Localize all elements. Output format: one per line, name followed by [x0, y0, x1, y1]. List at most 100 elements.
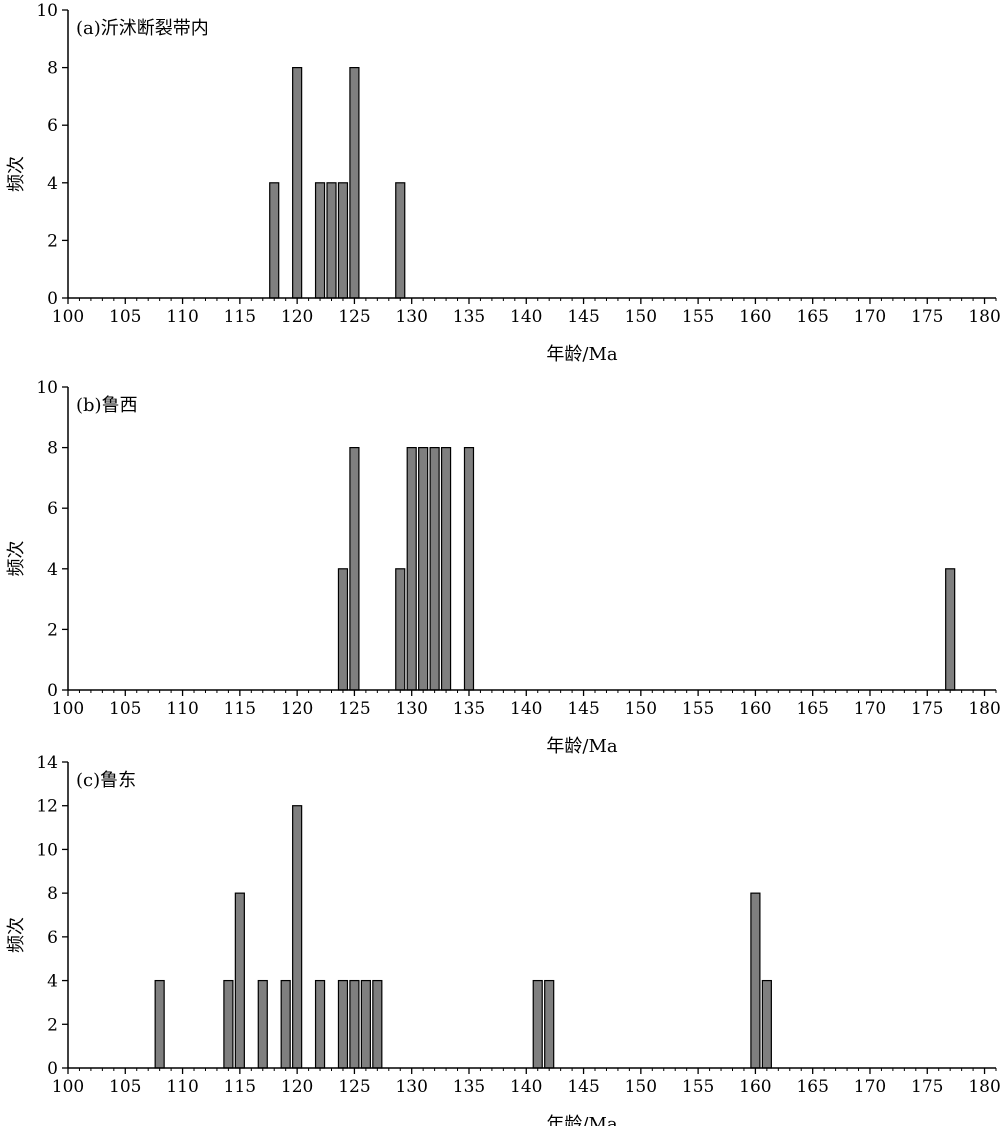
- y-tick-label: 14: [36, 753, 58, 773]
- x-tick-label: 165: [796, 307, 828, 327]
- x-tick-label: 110: [166, 1077, 198, 1097]
- x-tick-label: 175: [911, 699, 943, 719]
- bar: [463, 447, 475, 691]
- x-tick-label: 125: [338, 307, 370, 327]
- panel-label: (b)鲁西: [76, 395, 138, 416]
- x-tick-label: 140: [510, 699, 542, 719]
- panel-label: (c)鲁东: [76, 770, 136, 791]
- bar: [337, 568, 349, 691]
- chart-panel-a: 100 105 110 115 120 125 130 135 140 145 150 155 160 1…: [6, 1, 1000, 365]
- bar: [360, 979, 371, 1069]
- y-tick-label: 4: [47, 972, 58, 992]
- x-tick-label: 110: [166, 699, 198, 719]
- x-tick-label: 130: [395, 1077, 427, 1097]
- y-tick-label: 4: [47, 174, 58, 194]
- x-tick-label: 170: [854, 1077, 886, 1097]
- x-tick-label: 105: [109, 699, 141, 719]
- y-tick-label: 2: [47, 231, 58, 251]
- x-tick-label: 160: [739, 699, 771, 719]
- y-tick-label: 10: [36, 1, 58, 21]
- y-tick-label: 8: [47, 439, 58, 459]
- bar: [945, 568, 956, 691]
- x-tick-label: 140: [510, 1077, 542, 1097]
- bar: [349, 979, 360, 1069]
- bar: [257, 979, 268, 1069]
- x-tick-label: 135: [453, 307, 485, 327]
- bar: [314, 979, 326, 1069]
- x-tick-label: 115: [224, 1077, 256, 1097]
- x-tick-label: 140: [510, 307, 542, 327]
- y-tick-label: 0: [47, 1059, 58, 1079]
- y-tick-label: 4: [47, 560, 58, 580]
- y-axis-title: 频次: [6, 541, 27, 577]
- bar: [372, 979, 383, 1069]
- x-tick-label: 100: [52, 699, 84, 719]
- x-tick-label: 150: [625, 307, 657, 327]
- y-tick-label: 2: [47, 1015, 58, 1035]
- x-tick-label: 155: [682, 307, 714, 327]
- x-tick-label: 125: [338, 1077, 370, 1097]
- x-tick-label: 145: [567, 699, 599, 719]
- bar: [544, 979, 555, 1069]
- x-tick-label: 155: [682, 699, 714, 719]
- x-tick-label: 105: [109, 1077, 141, 1097]
- x-tick-label: 125: [338, 699, 370, 719]
- bar: [429, 447, 440, 691]
- y-tick-label: 6: [47, 116, 58, 136]
- bar: [234, 892, 245, 1069]
- x-tick-label: 170: [854, 699, 886, 719]
- x-tick-label: 170: [854, 307, 886, 327]
- x-axis-title: 年龄/Ma: [546, 1114, 617, 1126]
- y-axis-title: 频次: [6, 156, 27, 192]
- bar: [418, 447, 429, 691]
- bar: [223, 979, 234, 1069]
- bar: [761, 979, 772, 1069]
- chart-panel-b: 100 105 110 115 120 125 130 135 140 145 150 155 160 1…: [6, 378, 1000, 757]
- x-axis-title: 年龄/Ma: [546, 344, 617, 365]
- y-tick-label: 6: [47, 499, 58, 519]
- x-tick-label: 160: [739, 307, 771, 327]
- chart-panel-c: 100 105 110 115 120 125 130 135 140 145 150 155 160 1…: [6, 753, 1000, 1126]
- y-tick-label: 8: [47, 59, 58, 79]
- y-tick-label: 10: [36, 840, 58, 860]
- y-tick-label: 12: [36, 797, 58, 817]
- bar: [532, 979, 543, 1069]
- bar: [395, 568, 406, 691]
- x-tick-label: 105: [109, 307, 141, 327]
- bar: [326, 182, 337, 299]
- x-tick-label: 120: [281, 699, 313, 719]
- x-tick-label: 165: [796, 1077, 828, 1097]
- x-tick-label: 175: [911, 307, 943, 327]
- bar: [337, 979, 349, 1069]
- y-tick-label: 0: [47, 289, 58, 309]
- y-axis-title: 频次: [6, 917, 27, 953]
- x-tick-label: 135: [453, 699, 485, 719]
- bar: [440, 447, 452, 691]
- x-tick-label: 180: [968, 699, 1000, 719]
- x-tick-label: 130: [395, 307, 427, 327]
- x-tick-label: 115: [224, 307, 256, 327]
- bar: [314, 182, 326, 299]
- x-tick-label: 110: [166, 307, 198, 327]
- x-tick-label: 130: [395, 699, 427, 719]
- x-tick-label: 155: [682, 1077, 714, 1097]
- x-tick-label: 180: [968, 1077, 1000, 1097]
- x-tick-label: 175: [911, 1077, 943, 1097]
- x-tick-label: 150: [625, 1077, 657, 1097]
- x-tick-label: 120: [281, 307, 313, 327]
- bar: [154, 979, 165, 1069]
- panel-label: (a)沂沭断裂带内: [76, 18, 209, 39]
- y-tick-label: 2: [47, 620, 58, 640]
- x-tick-label: 120: [281, 1077, 313, 1097]
- x-tick-label: 180: [968, 307, 1000, 327]
- bar: [395, 182, 406, 299]
- x-tick-label: 135: [453, 1077, 485, 1097]
- bar: [292, 66, 303, 299]
- bar: [280, 979, 291, 1069]
- x-tick-label: 150: [625, 699, 657, 719]
- x-tick-label: 160: [739, 1077, 771, 1097]
- x-axis-title: 年龄/Ma: [546, 736, 617, 757]
- x-tick-label: 145: [567, 1077, 599, 1097]
- x-tick-label: 165: [796, 699, 828, 719]
